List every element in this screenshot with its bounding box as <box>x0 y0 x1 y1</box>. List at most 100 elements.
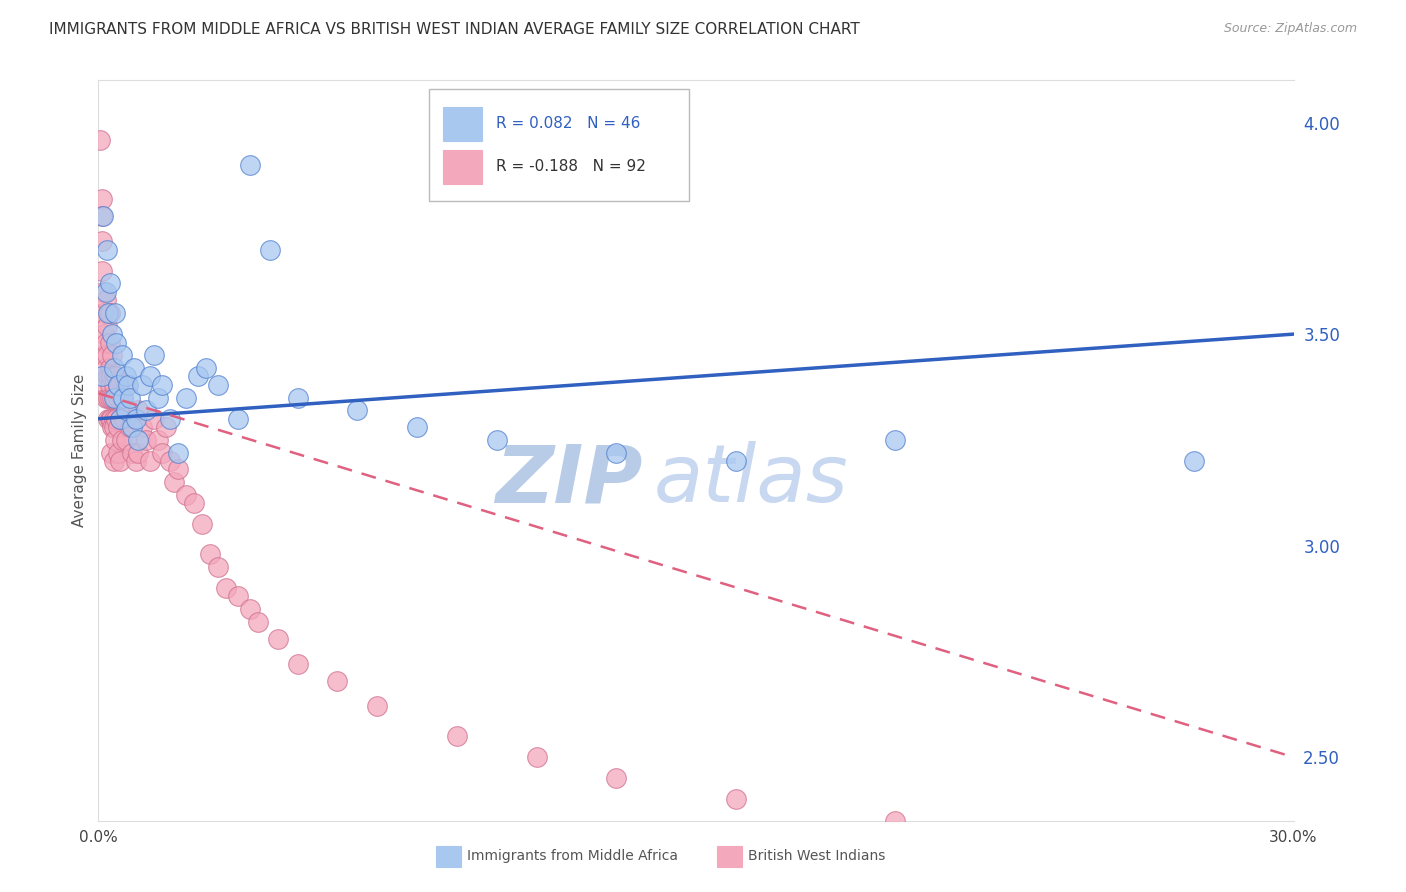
Point <box>91 285 114 299</box>
Point <box>91 234 114 248</box>
Point <box>120 420 142 434</box>
Point <box>724 454 747 468</box>
Point <box>159 411 181 425</box>
Point <box>155 420 177 434</box>
Point <box>406 420 429 434</box>
Point <box>121 445 143 459</box>
Point <box>127 445 149 459</box>
Point <box>98 277 122 291</box>
Text: ZIP: ZIP <box>495 441 643 519</box>
Point <box>124 361 146 376</box>
Point <box>115 377 138 392</box>
Point <box>94 335 117 350</box>
Point <box>198 547 221 561</box>
Point <box>103 391 125 405</box>
Text: Source: ZipAtlas.com: Source: ZipAtlas.com <box>1223 22 1357 36</box>
Point <box>110 411 132 425</box>
Text: IMMIGRANTS FROM MIDDLE AFRICA VS BRITISH WEST INDIAN AVERAGE FAMILY SIZE CORRELA: IMMIGRANTS FROM MIDDLE AFRICA VS BRITISH… <box>49 22 860 37</box>
Point <box>1362 886 1385 892</box>
Point <box>183 496 205 510</box>
Point <box>105 369 128 384</box>
Point <box>98 361 122 376</box>
Point <box>143 348 166 362</box>
Point <box>259 243 281 257</box>
Point <box>485 433 508 447</box>
Point <box>163 475 186 490</box>
Point <box>107 391 129 405</box>
Point <box>150 377 173 392</box>
Text: R = -0.188   N = 92: R = -0.188 N = 92 <box>496 160 647 174</box>
Point <box>135 433 157 447</box>
Point <box>97 369 120 384</box>
Point <box>101 327 124 342</box>
Point <box>98 411 121 425</box>
Point <box>226 590 249 604</box>
Point <box>97 306 120 320</box>
Point <box>884 814 907 828</box>
Point <box>239 158 262 172</box>
Point <box>131 420 153 434</box>
Point <box>287 391 309 405</box>
Point <box>135 403 157 417</box>
Point <box>287 657 309 672</box>
Point <box>131 377 153 392</box>
Point <box>115 403 138 417</box>
Point <box>167 462 190 476</box>
Point <box>148 433 170 447</box>
Point <box>94 285 117 299</box>
Point <box>1282 869 1305 883</box>
Point <box>103 377 125 392</box>
Point <box>207 559 229 574</box>
Point <box>112 411 135 425</box>
Point <box>207 377 229 392</box>
Point <box>526 750 548 764</box>
Text: R = 0.082   N = 46: R = 0.082 N = 46 <box>496 117 641 131</box>
Point <box>121 420 143 434</box>
Point <box>96 361 118 376</box>
Point <box>105 335 128 350</box>
Point <box>91 209 114 223</box>
Point <box>101 348 124 362</box>
Point <box>107 420 129 434</box>
Point <box>110 454 132 468</box>
Point <box>167 445 190 459</box>
Point <box>120 391 142 405</box>
Point <box>101 420 124 434</box>
Point <box>605 772 627 786</box>
Point <box>96 377 118 392</box>
Point <box>93 327 115 342</box>
Point <box>117 377 139 392</box>
Point <box>724 792 747 806</box>
Text: Immigrants from Middle Africa: Immigrants from Middle Africa <box>467 849 678 863</box>
Point <box>107 377 129 392</box>
Point <box>98 391 122 405</box>
Point <box>104 391 127 405</box>
Point <box>90 369 112 384</box>
Point <box>89 132 111 146</box>
Point <box>605 445 627 459</box>
Point <box>104 433 127 447</box>
Point <box>125 454 148 468</box>
Text: British West Indians: British West Indians <box>748 849 886 863</box>
Point <box>143 411 166 425</box>
Point <box>148 391 170 405</box>
Point <box>103 411 125 425</box>
Point <box>246 615 269 629</box>
Point <box>111 433 134 447</box>
Point <box>139 454 162 468</box>
Point <box>127 403 149 417</box>
Point <box>346 403 368 417</box>
Point <box>115 433 138 447</box>
Point <box>107 377 129 392</box>
Point <box>100 445 122 459</box>
Point <box>127 433 149 447</box>
Point <box>97 391 120 405</box>
Point <box>326 673 349 688</box>
Point <box>174 488 197 502</box>
Point <box>446 729 468 743</box>
Point <box>150 445 173 459</box>
Point <box>96 348 118 362</box>
Point <box>103 369 125 384</box>
Point <box>125 411 148 425</box>
Text: atlas: atlas <box>654 441 849 519</box>
